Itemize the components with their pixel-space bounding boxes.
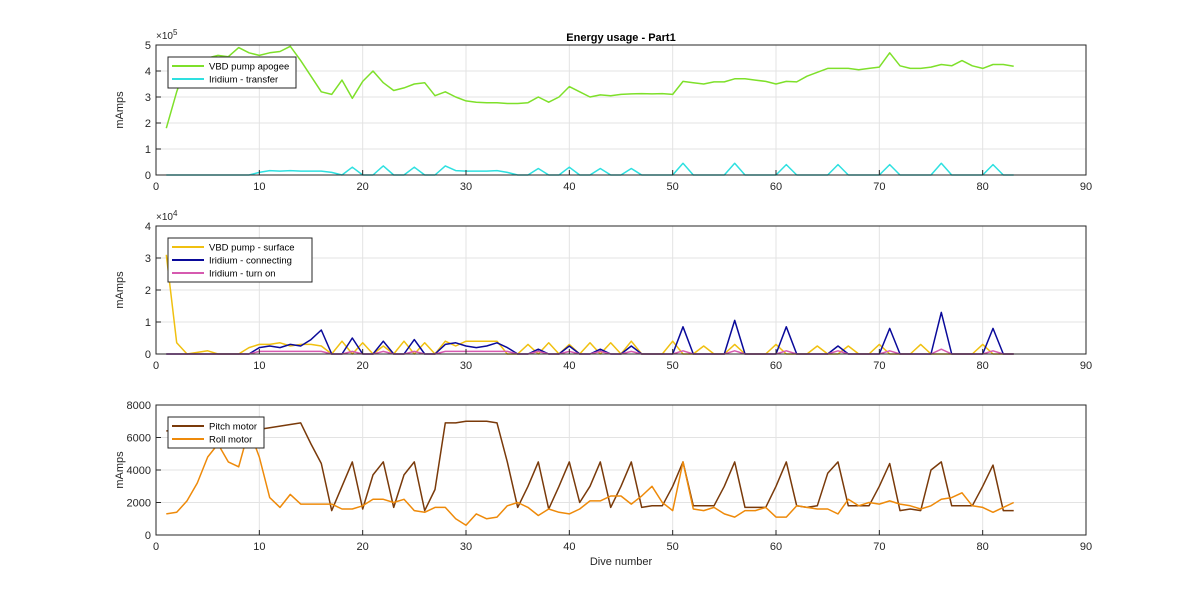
y-tick-label: 8000: [127, 400, 151, 412]
legend-label: Roll motor: [209, 435, 252, 446]
series-line-roll-motor: [166, 428, 1015, 527]
x-tick-label: 80: [977, 541, 989, 553]
y-tick-label: 5: [145, 40, 151, 52]
y-axis-label: mAmps: [114, 271, 126, 309]
x-tick-label: 70: [873, 181, 885, 193]
x-tick-label: 40: [563, 181, 575, 193]
y-tick-label: 3: [145, 253, 151, 265]
y-tick-label: 2: [145, 285, 151, 297]
x-tick-label: 50: [667, 541, 679, 553]
legend-label: VBD pump - surface: [209, 243, 295, 254]
legend-label: Iridium - turn on: [209, 269, 276, 280]
x-tick-label: 60: [770, 360, 782, 372]
y-tick-label: 6000: [127, 433, 151, 445]
x-tick-label: 80: [977, 360, 989, 372]
y-tick-label: 0: [145, 170, 151, 182]
series-line-pitch-motor: [166, 420, 1014, 512]
x-tick-label: 90: [1080, 541, 1092, 553]
x-tick-label: 50: [667, 181, 679, 193]
y-tick-label: 1: [145, 144, 151, 156]
x-tick-label: 10: [253, 360, 265, 372]
x-tick-label: 10: [253, 181, 265, 193]
x-tick-label: 90: [1080, 181, 1092, 193]
x-tick-label: 30: [460, 181, 472, 193]
y-exponent-label: ×104: [156, 209, 178, 223]
x-tick-label: 10: [253, 541, 265, 553]
y-tick-label: 0: [145, 530, 151, 542]
x-tick-label: 60: [770, 541, 782, 553]
axes-box: [155, 44, 1087, 176]
y-exponent-label: ×105: [156, 28, 178, 42]
x-tick-label: 70: [873, 360, 885, 372]
y-axis-label: mAmps: [114, 451, 126, 489]
y-tick-label: 4: [145, 66, 151, 78]
legend-label: VBD pump apogee: [209, 62, 289, 73]
x-tick-label: 50: [667, 360, 679, 372]
series-line-vbd-pump-apogee: [165, 45, 1014, 129]
x-tick-label: 70: [873, 541, 885, 553]
legend-label: Iridium - connecting: [209, 256, 292, 267]
y-exponent-power: 5: [173, 28, 178, 37]
x-tick-label: 60: [770, 181, 782, 193]
x-tick-label: 30: [460, 541, 472, 553]
y-axis-label: mAmps: [114, 91, 126, 129]
x-tick-label: 20: [357, 181, 369, 193]
x-tick-label: 20: [357, 541, 369, 553]
figure-xlabel: Dive number: [590, 556, 653, 568]
legend-label: Iridium - transfer: [209, 75, 278, 86]
series-line-vbd-pump-surface: [165, 254, 1014, 355]
x-tick-label: 0: [153, 541, 159, 553]
chart-title: Energy usage - Part1: [566, 32, 675, 44]
x-tick-label: 0: [153, 181, 159, 193]
y-tick-label: 4000: [127, 465, 151, 477]
legend: VBD pump apogee Iridium - transfer: [167, 56, 297, 89]
chart-panel-3: 0 10 20 30 40 50 60 70 80 90 0 2000 4000 6000 8000 mAmp…: [114, 400, 1092, 553]
y-tick-label: 2000: [127, 498, 151, 510]
x-tick-label: 40: [563, 541, 575, 553]
y-tick-label: 1: [145, 317, 151, 329]
x-tick-label: 0: [153, 360, 159, 372]
y-tick-label: 3: [145, 92, 151, 104]
y-tick-label: 2: [145, 118, 151, 130]
x-tick-label: 90: [1080, 360, 1092, 372]
legend: Pitch motor Roll motor: [167, 416, 265, 449]
x-tick-label: 20: [357, 360, 369, 372]
legend-label: Pitch motor: [209, 422, 257, 433]
chart-panel-1: 0 10 20 30 40 50 60 70 80 90012345×105mAmpsEnergy…: [114, 28, 1092, 193]
legend-box: [167, 56, 297, 89]
x-tick-label: 40: [563, 360, 575, 372]
legend: VBD pump - surface Iridium - connecting Ir…: [167, 237, 313, 283]
x-tick-label: 80: [977, 181, 989, 193]
y-exponent-power: 4: [173, 209, 178, 218]
chart-panels: 0 10 20 30 40 50 60 70 80 90012345×105mAmpsEnergy…: [114, 28, 1092, 553]
y-tick-label: 4: [145, 221, 151, 233]
y-tick-label: 0: [145, 349, 151, 361]
x-tick-label: 30: [460, 360, 472, 372]
legend-box: [167, 416, 265, 449]
